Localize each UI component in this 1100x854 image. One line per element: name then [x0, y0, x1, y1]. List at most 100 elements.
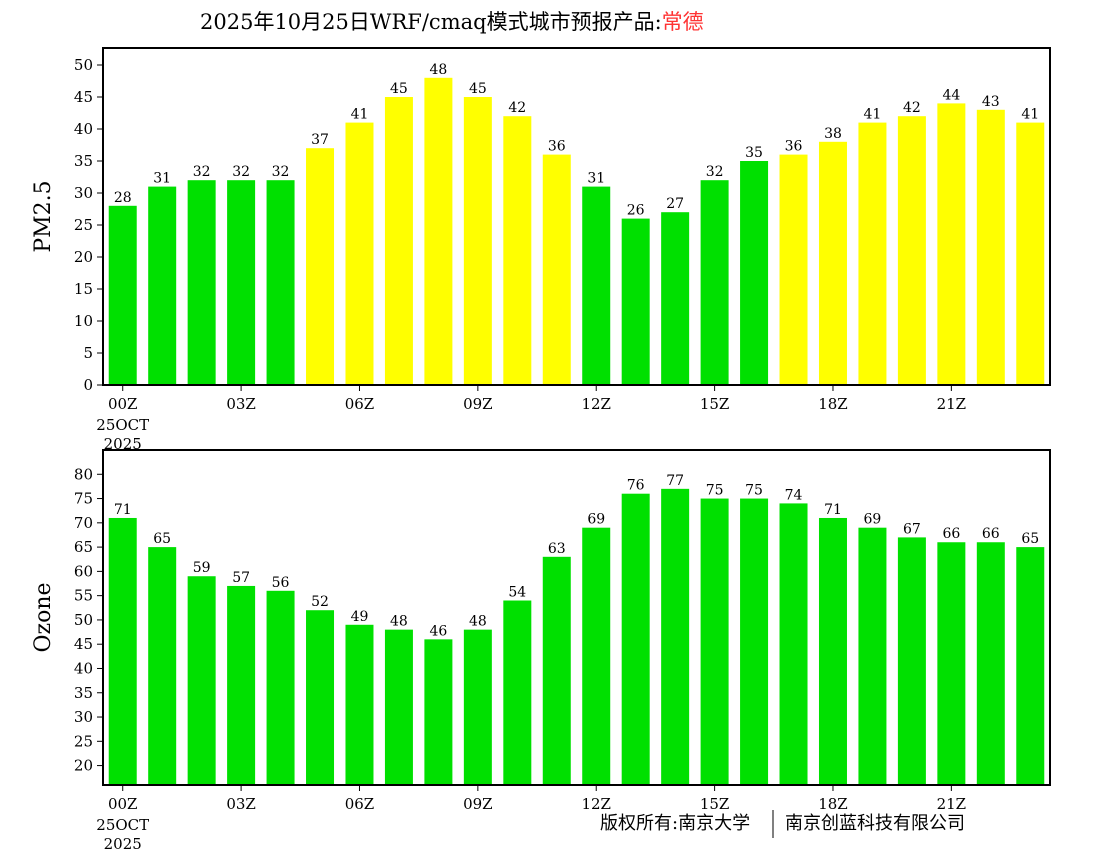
y-tick-label: 20	[74, 248, 93, 266]
data-label: 75	[706, 483, 724, 499]
data-label: 37	[311, 132, 329, 148]
x-tick-label: 15Z	[700, 795, 730, 813]
y-tick-label: 35	[74, 684, 93, 702]
data-label: 28	[114, 190, 132, 206]
data-label: 38	[824, 126, 842, 142]
y-tick-label: 15	[74, 280, 93, 298]
bar	[897, 537, 926, 785]
bar	[661, 488, 690, 785]
bar	[503, 600, 532, 785]
bar	[621, 218, 650, 385]
bar	[582, 527, 611, 785]
bar	[779, 503, 808, 785]
data-label: 57	[232, 570, 250, 586]
y-tick-label: 30	[74, 184, 93, 202]
data-label: 32	[272, 164, 290, 180]
data-label: 75	[745, 483, 763, 499]
x-date-label: 25OCT	[96, 816, 149, 834]
bar	[700, 180, 729, 385]
data-label: 41	[864, 107, 882, 123]
y-tick-label: 20	[74, 757, 93, 775]
data-label: 67	[903, 521, 921, 537]
x-tick-label: 06Z	[345, 795, 375, 813]
data-label: 45	[390, 81, 408, 97]
data-label: 69	[587, 512, 605, 528]
data-label: 52	[311, 594, 329, 610]
company-text: 南京创蓝科技有限公司	[785, 813, 965, 834]
x-tick-label: 18Z	[818, 795, 848, 813]
data-label: 71	[824, 502, 842, 518]
y-tick-label: 50	[74, 56, 93, 74]
bar	[621, 493, 650, 785]
y-tick-label: 10	[74, 312, 93, 330]
title-text: 2025年10月25日WRF/cmaq模式城市预报产品:	[200, 10, 662, 34]
data-label: 32	[706, 164, 724, 180]
bar	[740, 161, 769, 385]
x-date-label: 2025	[104, 435, 142, 453]
x-tick-label: 18Z	[818, 395, 848, 413]
y-tick-label: 40	[74, 120, 93, 138]
bar	[384, 97, 413, 385]
bar	[266, 180, 295, 385]
data-label: 59	[193, 560, 211, 576]
bar	[740, 498, 769, 785]
data-label: 71	[114, 502, 132, 518]
y-tick-label: 35	[74, 152, 93, 170]
y-tick-label: 75	[74, 490, 93, 508]
y-tick-label: 45	[74, 88, 93, 106]
bar	[858, 122, 887, 385]
data-label: 74	[785, 487, 803, 503]
bar	[700, 498, 729, 785]
x-tick-label: 12Z	[581, 795, 611, 813]
bar	[976, 109, 1005, 386]
data-label: 48	[390, 614, 408, 630]
data-label: 41	[1021, 107, 1039, 123]
bar	[227, 585, 256, 785]
bar	[858, 527, 887, 785]
data-label: 66	[982, 526, 1000, 542]
y-axis-label: PM2.5	[31, 180, 56, 252]
y-tick-label: 50	[74, 611, 93, 629]
data-label: 48	[469, 614, 487, 630]
x-date-label: 25OCT	[96, 416, 149, 434]
data-label: 63	[548, 541, 566, 557]
bar	[424, 639, 453, 785]
bar	[345, 624, 374, 785]
copyright-text: 版权所有:南京大学	[600, 813, 750, 834]
bar	[1016, 547, 1045, 785]
data-label: 35	[745, 145, 763, 161]
y-tick-label: 70	[74, 514, 93, 532]
data-label: 42	[508, 100, 526, 116]
data-label: 31	[587, 171, 605, 187]
bar	[108, 205, 137, 385]
x-tick-label: 00Z	[108, 795, 138, 813]
y-tick-label: 0	[83, 376, 93, 394]
x-tick-label: 21Z	[937, 795, 967, 813]
bar	[779, 154, 808, 385]
y-tick-label: 25	[74, 732, 93, 750]
data-label: 46	[429, 623, 447, 639]
data-label: 76	[627, 478, 645, 494]
bar	[345, 122, 374, 385]
bar	[306, 610, 335, 785]
bar	[148, 186, 177, 385]
x-tick-label: 09Z	[463, 395, 493, 413]
data-label: 26	[627, 203, 645, 219]
x-tick-label: 09Z	[463, 795, 493, 813]
bar	[463, 629, 492, 785]
data-label: 31	[153, 171, 171, 187]
data-label: 36	[548, 139, 566, 155]
bar	[542, 556, 571, 785]
bar	[661, 212, 690, 385]
data-label: 36	[785, 139, 803, 155]
bar	[463, 97, 492, 385]
data-label: 77	[666, 473, 684, 489]
data-label: 44	[942, 87, 960, 103]
bar	[818, 141, 847, 385]
data-label: 54	[508, 585, 526, 601]
data-label: 48	[429, 62, 447, 78]
data-label: 69	[864, 512, 882, 528]
data-label: 32	[193, 164, 211, 180]
